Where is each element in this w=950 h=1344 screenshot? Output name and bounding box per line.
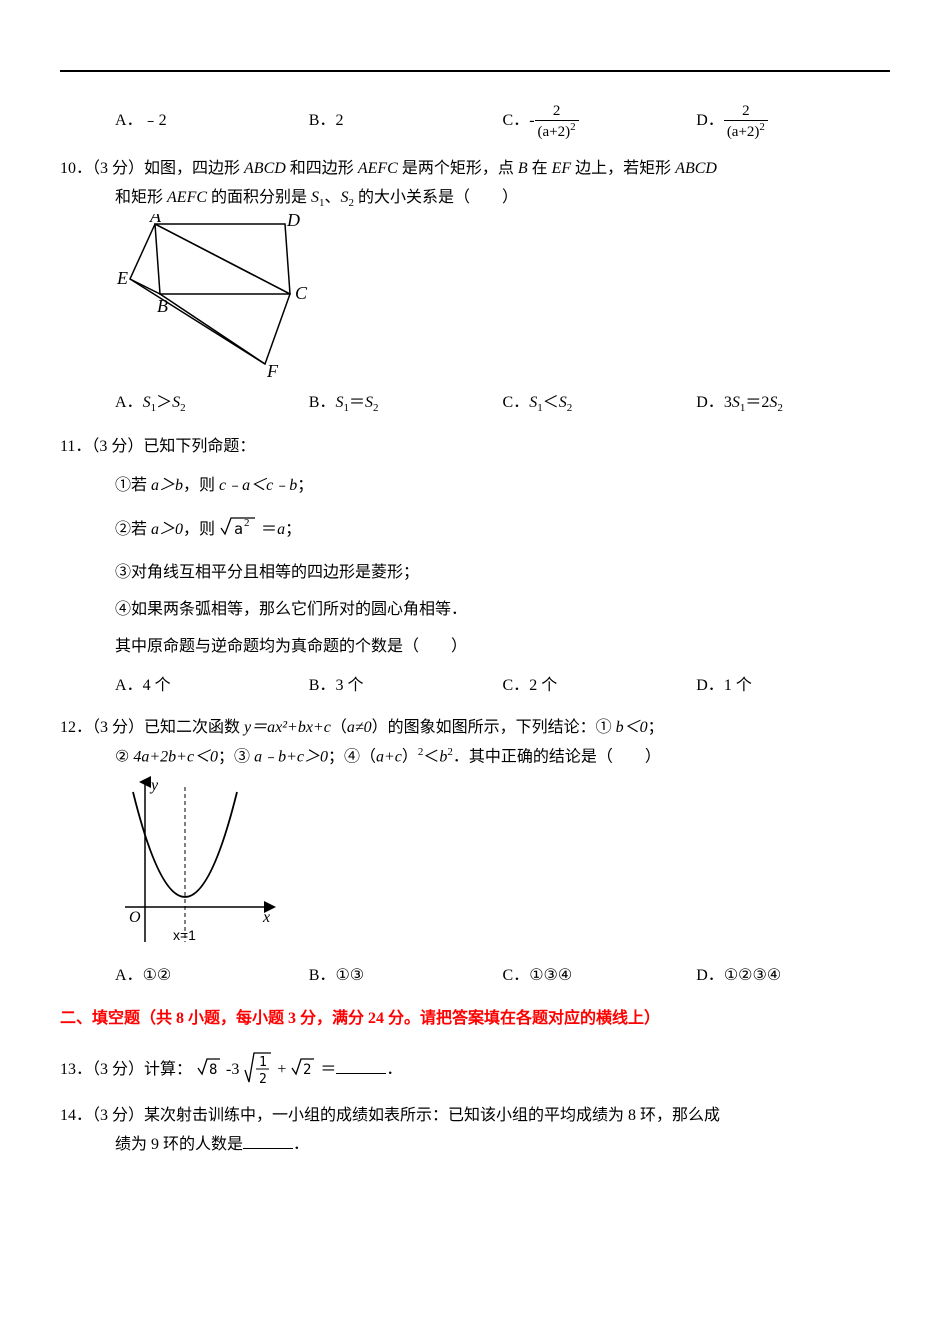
q9-option-d: D． 2 (a+2)2 [696,102,890,141]
sqrt8-icon: 8 [196,1056,222,1078]
svg-text:y: y [149,777,159,794]
q10-option-b: B．S1＝S2 [309,389,503,419]
svg-text:2: 2 [303,1062,311,1078]
opt-label: A． [115,107,143,136]
q14-line2: 绩为 9 环的人数是． [60,1131,890,1160]
svg-text:B: B [157,296,168,316]
q12-figure: O y x x=1 [60,772,890,952]
q11-option-d: D．1 个 [696,672,890,701]
q9-option-c: C． - 2 (a+2)2 [503,102,697,141]
q12-option-c: C．①③④ [503,962,697,991]
svg-text:E: E [116,268,128,288]
q12-stem-line2: ② 4a+2b+c＜0；③ a﹣b+c＞0；④（a+c）2＜b2．其中正确的结论… [60,743,890,772]
svg-text:D: D [286,214,300,230]
q11-prop4: ④如果两条弧相等，那么它们所对的圆心角相等． [60,596,890,625]
opt-value: 2 [335,107,343,136]
question-10: 10．（3 分）如图，四边形 ABCD 和四边形 AEFC 是两个矩形，点 B … [60,155,890,419]
q11-prop3: ③对角线互相平分且相等的四边形是菱形； [60,559,890,588]
svg-text:2: 2 [259,1072,267,1087]
question-9-options: A． ﹣2 B． 2 C． - 2 (a+2)2 D． 2 (a+2)2 [60,102,890,141]
q11-option-a: A．4 个 [115,672,309,701]
svg-text:F: F [266,361,279,379]
geometry-figure: A D E B C F [115,214,315,379]
svg-text:C: C [295,283,308,303]
header-rule [60,70,890,72]
q12-stem: 12．（3 分）已知二次函数 y＝ax²+bx+c（a≠0）的图象如图所示，下列… [60,714,890,743]
q10-option-c: C．S1＜S2 [503,389,697,419]
q12-option-d: D．①②③④ [696,962,890,991]
question-14: 14．（3 分）某次射击训练中，一小组的成绩如表所示：已知该小组的平均成绩为 8… [60,1102,890,1160]
svg-text:a: a [234,520,243,538]
q11-prop1: ①若 a＞b，则 c﹣a＜c﹣b； [60,472,890,501]
q9-option-a: A． ﹣2 [115,102,309,141]
question-11: 11．（3 分）已知下列命题： ①若 a＞b，则 c﹣a＜c﹣b； ②若 a＞0… [60,433,890,701]
svg-text:1: 1 [259,1055,267,1070]
sqrt-half-icon: 1 2 [243,1048,273,1088]
q10-option-a: A．S1＞S2 [115,389,309,419]
frac-num: 2 [724,102,768,121]
svg-text:O: O [129,909,141,926]
q12-option-b: B．①③ [309,962,503,991]
q10-stem: 10．（3 分）如图，四边形 ABCD 和四边形 AEFC 是两个矩形，点 B … [60,155,890,184]
q11-option-c: C．2 个 [503,672,697,701]
q11-option-b: B．3 个 [309,672,503,701]
svg-text:A: A [149,214,162,226]
q11-question: 其中原命题与逆命题均为真命题的个数是（ ） [60,633,890,662]
svg-text:x=1: x=1 [173,927,196,943]
question-12: 12．（3 分）已知二次函数 y＝ax²+bx+c（a≠0）的图象如图所示，下列… [60,714,890,991]
q12-option-a: A．①② [115,962,309,991]
svg-text:8: 8 [209,1062,217,1078]
sqrt2-icon: 2 [290,1056,316,1078]
answer-blank [336,1058,386,1074]
sqrt-a-squared: a 2 [219,514,257,540]
opt-label: B． [309,107,336,136]
q10-stem-line2: 和矩形 AEFC 的面积分别是 S1、S2 的大小关系是（ ） [60,184,890,214]
q10-figure: A D E B C F [60,214,890,379]
q14-line1: 14．（3 分）某次射击训练中，一小组的成绩如表所示：已知该小组的平均成绩为 8… [60,1102,890,1131]
svg-text:x: x [262,909,270,926]
answer-blank [243,1133,293,1149]
opt-label: D． [696,107,724,136]
parabola-graph: O y x x=1 [115,772,285,952]
section-2-title: 二、填空题（共 8 小题，每小题 3 分，满分 24 分。请把答案填在各题对应的… [60,1005,890,1034]
question-13: 13．（3 分）计算： 8 -3 1 2 + 2 ＝． [60,1048,890,1088]
svg-text:2: 2 [244,517,250,529]
q9-option-b: B． 2 [309,102,503,141]
q11-prop2: ②若 a＞0，则 a 2 ＝a； [60,514,890,545]
q11-stem: 11．（3 分）已知下列命题： [60,433,890,462]
opt-value: ﹣2 [143,107,167,136]
q10-option-d: D．3S1＝2S2 [696,389,890,419]
frac-num: 2 [535,102,579,121]
opt-label: C． [503,107,530,136]
